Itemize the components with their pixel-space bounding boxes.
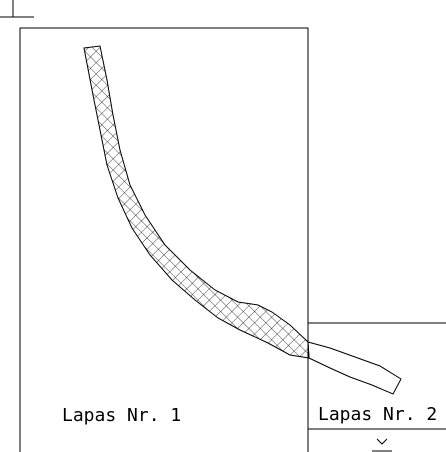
caron-mark — [376, 438, 388, 445]
sheet-2-frame — [307, 322, 446, 452]
hatched-corridor — [83, 45, 310, 359]
sheet-1-label: Lapas Nr. 1 — [62, 405, 181, 426]
sheet-1-frame — [19, 27, 309, 452]
sheet-2-label: Lapas Nr. 2 — [318, 404, 437, 425]
corridor-outline — [307, 341, 402, 395]
